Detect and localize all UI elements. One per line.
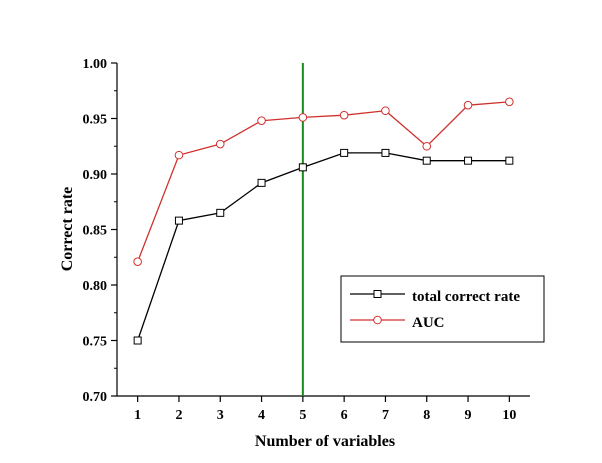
series-group xyxy=(133,97,514,345)
x-tick-label: 10 xyxy=(502,408,516,423)
legend-label-auc: AUC xyxy=(412,315,445,331)
x-tick-label: 3 xyxy=(217,408,224,423)
data-point xyxy=(422,156,431,165)
x-tick-label: 9 xyxy=(465,408,472,423)
y-tick-label: 1.00 xyxy=(83,57,108,72)
data-point xyxy=(298,113,308,122)
data-point xyxy=(340,148,349,157)
x-axis-title: Number of variables xyxy=(255,433,395,450)
data-point xyxy=(174,216,183,225)
x-axis-ticks: 1 2 3 4 5 6 7 8 9 10 xyxy=(134,396,516,423)
y-axis-ticks: 0.70 0.75 0.80 0.85 0.90 0.95 1.00 xyxy=(83,57,117,405)
data-point xyxy=(298,163,307,172)
x-tick-label: 6 xyxy=(341,408,348,423)
x-tick-label: 5 xyxy=(299,408,306,423)
data-point xyxy=(174,150,184,160)
y-axis-title: Correct rate xyxy=(59,187,76,272)
legend-label-total-correct-rate: total correct rate xyxy=(412,289,520,305)
data-point xyxy=(133,336,142,345)
data-point xyxy=(505,97,514,107)
axes xyxy=(116,63,530,397)
data-point xyxy=(257,116,266,126)
data-point xyxy=(422,141,432,151)
data-point xyxy=(464,156,473,165)
data-point xyxy=(505,156,514,165)
data-point xyxy=(339,110,349,120)
legend-marker-square xyxy=(373,290,382,298)
series-line-auc xyxy=(137,101,510,262)
x-tick-label: 2 xyxy=(175,408,182,423)
x-tick-label: 4 xyxy=(258,408,265,423)
data-point xyxy=(381,148,390,157)
legend-box xyxy=(340,275,545,343)
data-point xyxy=(133,257,142,266)
x-tick-label: 8 xyxy=(423,408,430,423)
series-line-total-correct-rate xyxy=(137,152,510,341)
y-tick-label: 0.95 xyxy=(83,113,108,128)
legend-marker-circle xyxy=(373,315,382,325)
y-tick-label: 0.70 xyxy=(83,390,108,405)
x-tick-label: 1 xyxy=(134,408,141,423)
data-point xyxy=(215,139,225,149)
data-point xyxy=(257,178,266,187)
x-tick-label: 7 xyxy=(382,408,389,423)
legend-entries xyxy=(350,290,405,325)
y-tick-label: 0.85 xyxy=(83,224,108,239)
legend: total correct rate AUC xyxy=(340,275,545,343)
data-point xyxy=(463,100,473,110)
y-tick-label: 0.80 xyxy=(83,279,108,294)
y-tick-label: 0.90 xyxy=(83,168,108,183)
y-tick-label: 0.75 xyxy=(83,335,108,350)
data-point xyxy=(381,106,390,116)
data-point xyxy=(216,208,225,217)
